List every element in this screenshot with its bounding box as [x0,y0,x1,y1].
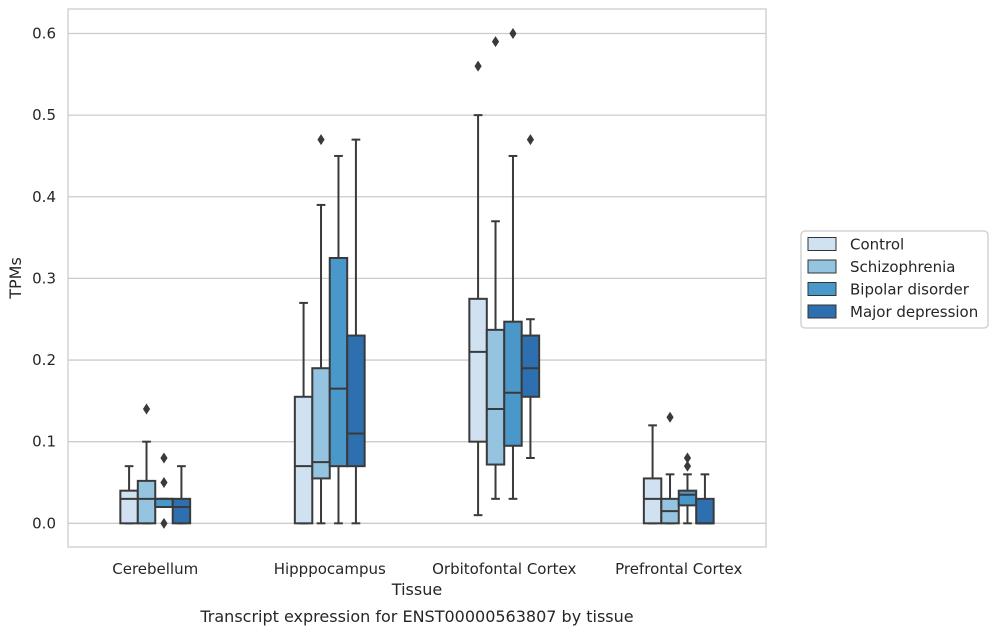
chart-caption: Transcript expression for ENST0000056380… [199,607,633,626]
box-1-3 [660,411,680,525]
y-tick-label: 0.6 [32,24,56,42]
outlier-point [683,460,692,472]
legend-label: Control [850,236,904,254]
legend-frame [800,230,989,329]
legend-swatch [807,282,837,296]
legend-label: Major depression [850,303,978,321]
outlier-point [160,452,168,464]
boxes [119,27,715,529]
y-axis-label: TPMs [6,257,25,300]
outlier-point [317,134,325,146]
box-3-3 [695,473,715,525]
y-tick-label: 0.1 [32,433,56,451]
y-axis-ticks: 0.0 0.1 0.2 0.3 0.4 0.5 0.6 [32,24,56,532]
legend-swatch [807,304,837,319]
box-body [520,334,541,398]
outlier-point [509,27,517,39]
box-body [171,497,192,525]
box-body [346,334,366,468]
box-0-1 [293,301,314,525]
legend: Control Schizophrenia Bipolar disorder Majo… [800,230,989,329]
box-1-1 [311,134,331,525]
box-body [154,497,174,508]
outlier-point [526,134,535,146]
outlier-point [160,477,168,489]
x-tick-label: Orbitofontal Cortex [432,560,576,578]
x-tick-label: Prefrontal Cortex [615,560,742,578]
plot-frame [67,8,767,548]
y-tick-label: 0.0 [32,514,56,532]
legend-label: Bipolar disorder [850,281,970,299]
x-axis-ticks: Cerebellum Hipppocampus Orbitofontal Corte… [112,560,742,578]
outlier-point [474,60,482,72]
y-tick-label: 0.4 [32,188,56,206]
box-1-2 [485,36,506,500]
box-body [695,497,715,525]
box-body [677,489,698,507]
box-body [642,477,663,525]
box-0-3 [642,424,663,525]
gridlines [68,32,766,524]
box-2-3 [677,452,698,525]
box-0-2 [468,60,488,517]
box-body [468,297,488,443]
box-body [485,328,506,466]
outlier-point [491,36,500,48]
legend-swatch [807,237,837,251]
box-body [293,395,314,525]
y-tick-label: 0.3 [32,269,56,287]
legend-swatch [807,259,837,274]
outlier-point [666,411,674,423]
box-2-2 [503,27,523,500]
y-tick-label: 0.2 [32,351,56,369]
box-body [328,256,349,468]
outlier-point [160,517,168,529]
legend-label: Schizophrenia [850,258,955,276]
box-body [119,489,139,525]
box-0-0 [119,465,139,525]
outlier-point [683,452,692,464]
box-3-1 [346,138,366,525]
box-3-2 [520,134,541,460]
box-body [136,479,157,525]
box-1-0 [136,403,157,525]
x-tick-label: Hipppocampus [274,560,386,578]
box-3-0 [171,465,192,525]
x-tick-label: Cerebellum [112,560,198,578]
box-body [503,320,523,447]
y-tick-label: 0.5 [32,106,56,124]
outlier-point [142,403,151,415]
box-2-1 [328,154,349,525]
box-2-0 [154,452,174,529]
x-axis-label: Tissue [391,580,442,599]
